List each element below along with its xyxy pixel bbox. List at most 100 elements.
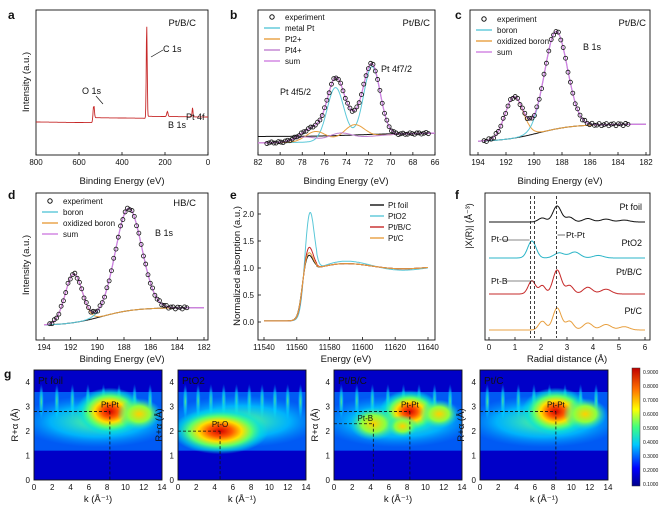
map-title: Pt foil <box>38 376 63 387</box>
data-point <box>529 115 535 121</box>
y-axis-label: |X(R)| (Å⁻³) <box>464 203 474 248</box>
data-point <box>115 234 121 240</box>
data-point <box>317 117 323 123</box>
data-point <box>412 131 417 137</box>
y-axis-label: Intensity (a.u.) <box>21 52 32 112</box>
tick-label: 192 <box>499 158 513 167</box>
data-point <box>104 285 110 291</box>
tick-label: 4 <box>591 343 596 352</box>
data-point <box>266 140 272 146</box>
data-point <box>548 37 554 42</box>
tick-label: 6 <box>533 483 538 492</box>
tick-label: 11620 <box>384 343 406 352</box>
data-point <box>83 300 89 305</box>
legend-label: Pt/C <box>388 234 404 243</box>
panel-a: a Pt/B/C Intensity (a.u.) Binding Energy… <box>8 8 211 187</box>
legend-marker <box>47 198 53 204</box>
tick-label: 72 <box>364 158 373 167</box>
tick-label: 11540 <box>253 343 275 352</box>
tick-label: 184 <box>611 158 625 167</box>
tick-label: 3 <box>326 403 331 412</box>
data-point <box>601 122 607 128</box>
tick-label: 194 <box>471 158 485 167</box>
data-point <box>546 48 552 54</box>
tick-label: 600 <box>72 158 86 167</box>
colorbar-label: 0.2000 <box>643 468 659 474</box>
data-point <box>425 131 431 137</box>
data-point <box>534 104 540 110</box>
tick-label: 14 <box>158 483 167 492</box>
data-point <box>301 129 307 135</box>
data-point <box>319 113 325 118</box>
map-title: PtO2 <box>182 376 205 387</box>
tick-label: 11640 <box>417 343 439 352</box>
tick-label: 1.5 <box>243 237 255 246</box>
data-point <box>63 290 69 295</box>
legend-label: experiment <box>63 197 103 206</box>
legend-label: sum <box>63 230 78 239</box>
data-point <box>99 300 105 306</box>
data-point <box>338 80 344 86</box>
data-point <box>47 321 53 327</box>
panel-letter: f <box>455 188 460 202</box>
data-point <box>505 103 511 109</box>
legend-label: metal Pt <box>285 24 315 33</box>
fit-curves <box>43 205 204 327</box>
tick-label: 4 <box>368 483 373 492</box>
tick-label: 10 <box>567 483 576 492</box>
legend-marker <box>269 14 275 20</box>
data-point <box>500 115 506 121</box>
tick-label: 0 <box>326 476 331 485</box>
tick-label: 4 <box>472 378 477 387</box>
tick-label: 3 <box>26 403 31 412</box>
data-point <box>163 303 169 308</box>
pto2-curve <box>489 240 645 259</box>
tick-label: 12 <box>439 483 448 492</box>
data-point <box>599 123 604 129</box>
tick-label: 0.5 <box>243 291 255 300</box>
data-point <box>582 117 588 123</box>
tick-label: 1 <box>326 452 331 461</box>
tick-label: 0.0 <box>243 318 255 327</box>
data-point <box>141 253 146 259</box>
data-point <box>375 77 381 82</box>
data-point <box>335 76 341 82</box>
tick-label: 2 <box>170 427 175 436</box>
tick-label: 182 <box>197 343 211 352</box>
legend-label: Pt4+ <box>285 46 302 55</box>
intensity-shoulder <box>563 398 608 430</box>
x-axis-label: Energy (eV) <box>321 354 372 365</box>
data-point <box>584 120 590 126</box>
peak-label-b1s: B 1s <box>168 120 187 130</box>
panel-letter: g <box>4 367 11 381</box>
data-point <box>377 87 383 93</box>
data-point <box>86 305 91 310</box>
tick-label: 0 <box>170 476 175 485</box>
peak-label-c1s: C 1s <box>163 44 182 54</box>
data-point <box>166 305 171 311</box>
colorbar-label: 0.3000 <box>643 454 659 460</box>
tick-label: 14 <box>302 483 311 492</box>
data-point <box>580 117 585 123</box>
intensity-shoulder <box>387 415 418 438</box>
tick-label: 11560 <box>286 343 308 352</box>
data-point <box>278 139 284 145</box>
data-point <box>572 101 578 107</box>
data-point <box>368 60 374 66</box>
data-point <box>395 132 401 137</box>
tick-label: 14 <box>604 483 613 492</box>
bond-label-pt-o: Pt-O <box>491 234 509 244</box>
data-point <box>134 223 139 229</box>
tick-label: 186 <box>144 343 158 352</box>
data-point <box>79 286 85 292</box>
curve-label: Pt/B/C <box>616 267 643 277</box>
data-point <box>560 45 566 50</box>
fit-curves <box>478 29 646 144</box>
data-point <box>536 96 542 102</box>
y-axis-label: R+α (Å) <box>310 408 321 441</box>
tick-label: 0 <box>332 483 337 492</box>
tick-label: 4 <box>26 378 31 387</box>
tick-label: 800 <box>29 158 43 167</box>
